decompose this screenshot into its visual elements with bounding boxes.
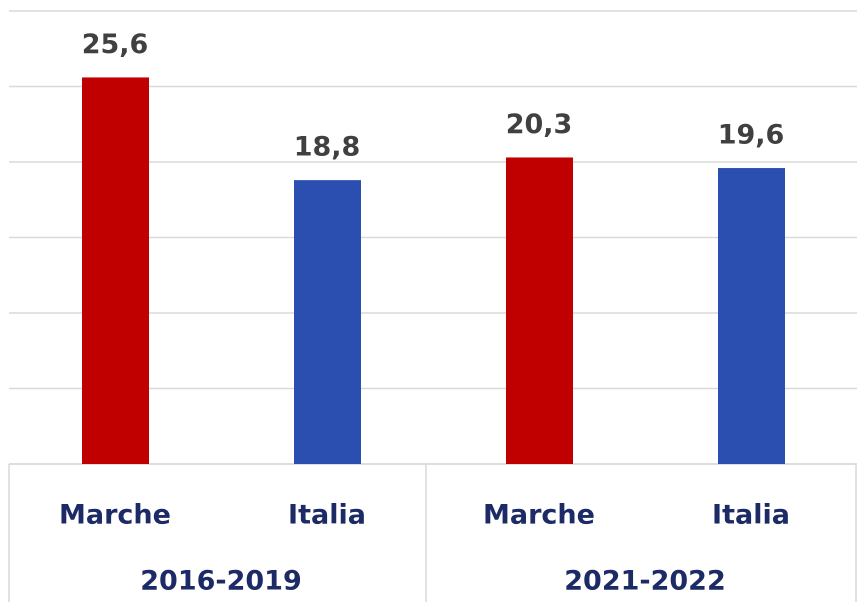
value-label: 18,8 bbox=[294, 132, 361, 163]
x-tick-label: Italia bbox=[712, 500, 790, 531]
group-label: 2016-2019 bbox=[140, 566, 302, 597]
bar bbox=[294, 180, 361, 464]
x-tick-label: Marche bbox=[483, 500, 595, 531]
bar bbox=[718, 168, 785, 465]
group-label: 2021-2022 bbox=[564, 566, 726, 597]
x-tick-label: Italia bbox=[288, 500, 366, 531]
x-tick-label: Marche bbox=[59, 500, 171, 531]
value-label: 19,6 bbox=[718, 120, 785, 151]
value-label: 25,6 bbox=[82, 29, 149, 60]
value-label: 20,3 bbox=[506, 109, 573, 140]
bar bbox=[82, 77, 149, 464]
bar bbox=[506, 157, 573, 464]
